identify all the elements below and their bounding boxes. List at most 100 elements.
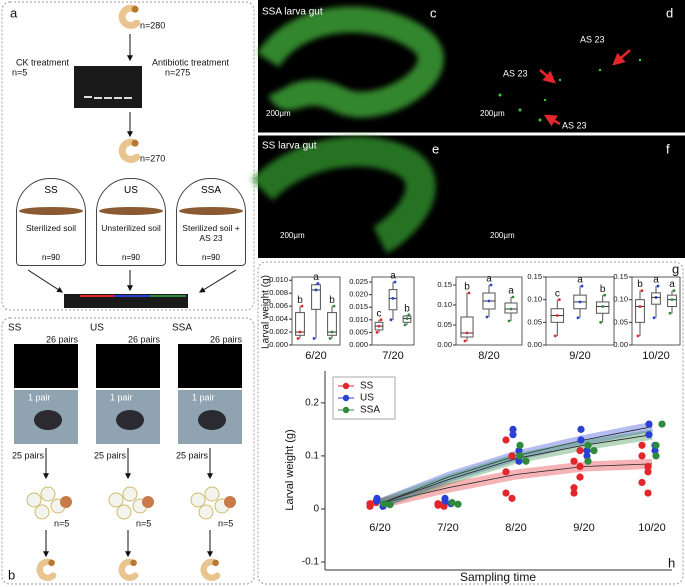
count: n=5 xyxy=(218,518,233,528)
count: 1 pair xyxy=(192,392,215,402)
point xyxy=(570,457,578,465)
gel-bands xyxy=(84,96,132,99)
point xyxy=(375,331,379,334)
y-tick-label: 0.002 xyxy=(269,327,288,336)
letter: b xyxy=(600,284,606,295)
group-name: SS xyxy=(8,323,22,334)
letter: b xyxy=(464,282,470,293)
panel-label: b xyxy=(8,567,15,582)
y-axis-label: Larval weight (g) xyxy=(284,429,296,510)
count: n=280 xyxy=(140,20,165,30)
point xyxy=(407,313,411,317)
point xyxy=(645,420,653,428)
annotation: AS 23 xyxy=(503,68,528,78)
point xyxy=(638,441,646,449)
y-tick-label: 0.004 xyxy=(269,314,288,323)
plot-frame xyxy=(631,276,681,346)
y-tick-label: 0.000 xyxy=(349,340,368,349)
point xyxy=(298,330,302,334)
box xyxy=(327,312,337,336)
point xyxy=(652,452,660,460)
treatment-label: Antibiotic treatment xyxy=(152,57,230,67)
point xyxy=(502,489,510,497)
point xyxy=(377,324,381,328)
y-tick-label: 0.00 xyxy=(437,340,452,349)
point xyxy=(379,318,383,322)
soil-label: Sterilized soil + AS 23 xyxy=(182,223,240,243)
plot-frame xyxy=(291,276,341,346)
point xyxy=(654,296,658,299)
scale-bar: 200μm xyxy=(490,231,515,240)
point xyxy=(389,318,393,322)
panel-label: c xyxy=(430,5,437,20)
point xyxy=(578,300,582,304)
letter: a xyxy=(508,286,514,297)
panel-label: f xyxy=(666,141,670,156)
point xyxy=(553,334,557,338)
flower xyxy=(34,504,50,520)
point xyxy=(638,452,646,460)
arrow xyxy=(27,269,64,293)
point xyxy=(314,288,318,292)
y-tick-label: 0.10 xyxy=(527,295,542,304)
legend-marker xyxy=(342,394,350,402)
point xyxy=(570,484,578,492)
point xyxy=(644,489,652,497)
letter: a xyxy=(653,275,659,286)
point xyxy=(489,283,493,287)
micrograph xyxy=(258,0,685,258)
legend-label: US xyxy=(360,393,374,404)
y-tick-label: 0.15 xyxy=(437,280,452,289)
flower xyxy=(122,486,138,502)
panel-border xyxy=(257,261,684,585)
count: 26 pairs xyxy=(210,334,243,344)
point xyxy=(448,499,456,507)
point xyxy=(636,334,640,338)
image-title: SS larva gut xyxy=(262,141,317,152)
panel-label: a xyxy=(10,5,18,20)
point xyxy=(441,497,449,505)
y-tick-label: 0.15 xyxy=(613,272,628,281)
point xyxy=(656,284,660,288)
x-tick-label: 7/20 xyxy=(382,350,403,362)
count: 25 pairs xyxy=(94,450,127,460)
point xyxy=(391,297,395,300)
count: 1 pair xyxy=(28,392,51,402)
point xyxy=(576,473,584,481)
fit-line xyxy=(379,463,653,505)
box xyxy=(311,284,321,310)
y-tick-label: 0.1 xyxy=(305,451,319,462)
letter: b xyxy=(404,303,410,314)
point xyxy=(652,441,660,449)
x-tick-label: 10/20 xyxy=(642,350,670,362)
count: 1 pair xyxy=(110,392,133,402)
point xyxy=(577,436,585,444)
fruit xyxy=(142,496,154,508)
letter: a xyxy=(577,275,583,286)
point xyxy=(465,331,469,335)
y-tick-label: 0.10 xyxy=(437,300,452,309)
point xyxy=(330,330,334,334)
point xyxy=(467,291,471,295)
y-tick-label: 0.15 xyxy=(527,272,542,281)
plot-frame xyxy=(455,276,523,346)
arrow xyxy=(198,269,237,293)
group-name: SSA xyxy=(172,323,192,334)
larva xyxy=(122,140,138,160)
soil-label: Sterilized soil xyxy=(25,223,77,233)
point xyxy=(485,315,489,319)
box xyxy=(635,299,645,323)
point xyxy=(516,452,524,460)
y-tick-label: 0.05 xyxy=(613,317,628,326)
y-tick-label: 0.005 xyxy=(349,327,368,336)
letter: c xyxy=(555,288,560,299)
beetle xyxy=(116,410,144,430)
y-tick-label: 0.010 xyxy=(349,315,368,324)
point xyxy=(434,500,442,508)
flower xyxy=(116,504,132,520)
beetle xyxy=(198,410,226,430)
panel-label: e xyxy=(432,141,439,156)
point xyxy=(393,280,397,284)
count: 26 pairs xyxy=(128,334,161,344)
gut-fluorescence xyxy=(251,6,444,254)
